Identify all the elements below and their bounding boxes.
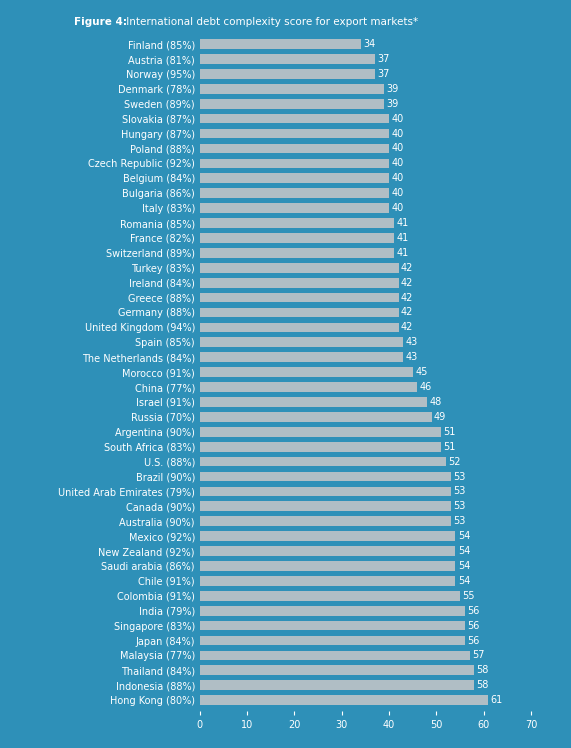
Text: 53: 53 <box>453 471 465 482</box>
Bar <box>200 546 455 556</box>
Bar <box>200 621 465 631</box>
Text: 61: 61 <box>491 695 503 705</box>
Text: 58: 58 <box>477 680 489 690</box>
Bar <box>200 666 475 675</box>
Text: 56: 56 <box>467 621 480 631</box>
Bar <box>200 486 451 496</box>
Bar <box>200 681 475 690</box>
Text: 43: 43 <box>405 337 418 347</box>
Text: 51: 51 <box>444 427 456 437</box>
Text: International debt complexity score for export markets*: International debt complexity score for … <box>123 17 418 27</box>
Text: 53: 53 <box>453 516 465 527</box>
Text: 40: 40 <box>392 144 404 153</box>
Bar <box>200 636 465 646</box>
Text: 43: 43 <box>405 352 418 362</box>
Bar <box>200 322 399 332</box>
Bar <box>200 382 417 392</box>
Bar <box>200 501 451 511</box>
Text: 51: 51 <box>444 441 456 452</box>
Bar <box>200 203 389 213</box>
Bar <box>200 99 384 108</box>
Text: 54: 54 <box>458 546 470 556</box>
Bar <box>200 576 455 586</box>
Text: 53: 53 <box>453 501 465 512</box>
Text: 42: 42 <box>401 322 413 332</box>
Bar <box>200 412 432 422</box>
Bar <box>200 159 389 168</box>
Bar <box>200 337 403 347</box>
Bar <box>200 144 389 153</box>
Bar <box>200 651 469 660</box>
Text: 41: 41 <box>396 248 408 258</box>
Text: 42: 42 <box>401 278 413 288</box>
Text: 56: 56 <box>467 606 480 616</box>
Text: 55: 55 <box>463 591 475 601</box>
Bar <box>200 427 441 437</box>
Bar <box>200 352 403 362</box>
Bar <box>200 174 389 183</box>
Bar <box>200 307 399 317</box>
Text: Figure 4:: Figure 4: <box>74 17 127 27</box>
Text: 39: 39 <box>387 84 399 94</box>
Bar <box>200 54 375 64</box>
Bar <box>200 292 399 302</box>
Bar <box>200 397 427 407</box>
Text: 40: 40 <box>392 159 404 168</box>
Text: 42: 42 <box>401 307 413 317</box>
Bar <box>200 69 375 79</box>
Text: 41: 41 <box>396 233 408 243</box>
Text: 37: 37 <box>377 54 389 64</box>
Bar <box>200 367 413 377</box>
Bar <box>200 606 465 616</box>
Bar <box>200 561 455 571</box>
Text: 34: 34 <box>363 39 375 49</box>
Bar <box>200 457 446 467</box>
Text: 48: 48 <box>429 397 441 407</box>
Bar <box>200 114 389 123</box>
Text: 54: 54 <box>458 531 470 541</box>
Text: 57: 57 <box>472 651 484 660</box>
Text: 42: 42 <box>401 263 413 273</box>
Bar <box>200 129 389 138</box>
Bar <box>200 248 394 258</box>
Text: 39: 39 <box>387 99 399 108</box>
Bar <box>200 531 455 541</box>
Bar <box>200 188 389 198</box>
Text: 53: 53 <box>453 486 465 497</box>
Text: 40: 40 <box>392 174 404 183</box>
Bar <box>200 263 399 272</box>
Text: 54: 54 <box>458 576 470 586</box>
Bar <box>200 442 441 452</box>
Bar <box>200 696 488 705</box>
Text: 58: 58 <box>477 665 489 675</box>
Bar <box>200 218 394 228</box>
Text: 40: 40 <box>392 203 404 213</box>
Text: 41: 41 <box>396 218 408 228</box>
Text: 45: 45 <box>415 367 428 377</box>
Text: 42: 42 <box>401 292 413 303</box>
Bar <box>200 39 361 49</box>
Bar <box>200 278 399 287</box>
Text: 54: 54 <box>458 561 470 571</box>
Bar <box>200 472 451 482</box>
Text: 40: 40 <box>392 129 404 138</box>
Text: 46: 46 <box>420 382 432 392</box>
Text: 40: 40 <box>392 188 404 198</box>
Bar <box>200 516 451 526</box>
Bar <box>200 233 394 243</box>
Text: 49: 49 <box>434 412 447 422</box>
Text: 56: 56 <box>467 636 480 646</box>
Bar <box>200 591 460 601</box>
Text: 37: 37 <box>377 69 389 79</box>
Text: 40: 40 <box>392 114 404 123</box>
Bar <box>200 84 384 94</box>
Text: 52: 52 <box>448 456 461 467</box>
